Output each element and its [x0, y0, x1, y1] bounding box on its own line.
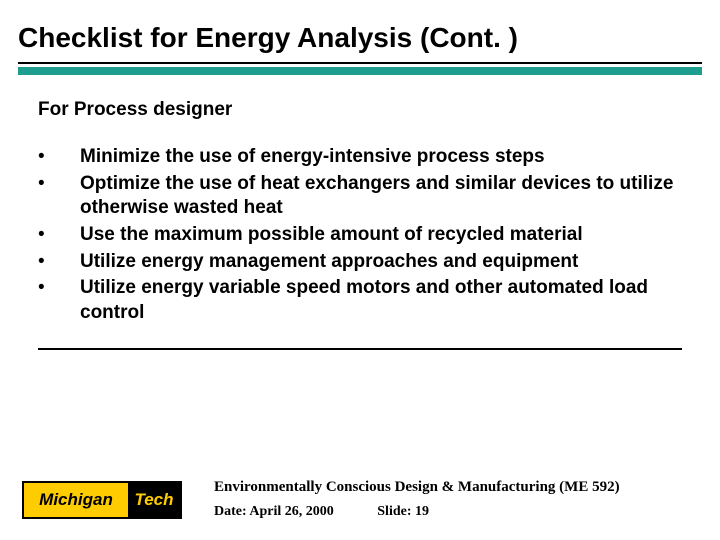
bullet-list: •Minimize the use of energy-intensive pr…	[0, 121, 720, 326]
bullet-marker: •	[38, 145, 80, 170]
title-underline	[0, 62, 720, 75]
date-label: Date: April 26, 2000	[214, 504, 334, 520]
bullet-item: •Minimize the use of energy-intensive pr…	[38, 145, 682, 170]
logo-left: Michigan	[24, 483, 128, 517]
bullet-text: Use the maximum possible amount of recyc…	[80, 223, 682, 248]
subheading: For Process designer	[0, 75, 720, 121]
michigan-tech-logo: Michigan Tech	[22, 481, 182, 519]
title-thin-line	[18, 62, 702, 64]
footer-separator	[38, 348, 682, 350]
bullet-text: Minimize the use of energy-intensive pro…	[80, 145, 682, 170]
slide-number-label: Slide: 19	[377, 504, 429, 520]
footer: Michigan Tech Environmentally Conscious …	[0, 479, 720, 520]
bullet-text: Utilize energy variable speed motors and…	[80, 276, 682, 325]
bullet-marker: •	[38, 172, 80, 197]
bullet-marker: •	[38, 250, 80, 275]
title-thick-line	[18, 67, 702, 75]
bullet-text: Utilize energy management approaches and…	[80, 250, 682, 275]
bullet-item: •Optimize the use of heat exchangers and…	[38, 172, 682, 221]
course-label: Environmentally Conscious Design & Manuf…	[214, 479, 698, 496]
footer-meta: Date: April 26, 2000 Slide: 19	[214, 504, 698, 520]
bullet-item: •Utilize energy management approaches an…	[38, 250, 682, 275]
bullet-item: •Use the maximum possible amount of recy…	[38, 223, 682, 248]
bullet-item: •Utilize energy variable speed motors an…	[38, 276, 682, 325]
footer-text: Environmentally Conscious Design & Manuf…	[182, 479, 698, 520]
bullet-text: Optimize the use of heat exchangers and …	[80, 172, 682, 221]
logo-right: Tech	[128, 483, 180, 517]
bullet-marker: •	[38, 276, 80, 301]
bullet-marker: •	[38, 223, 80, 248]
slide-title: Checklist for Energy Analysis (Cont. )	[0, 0, 720, 62]
